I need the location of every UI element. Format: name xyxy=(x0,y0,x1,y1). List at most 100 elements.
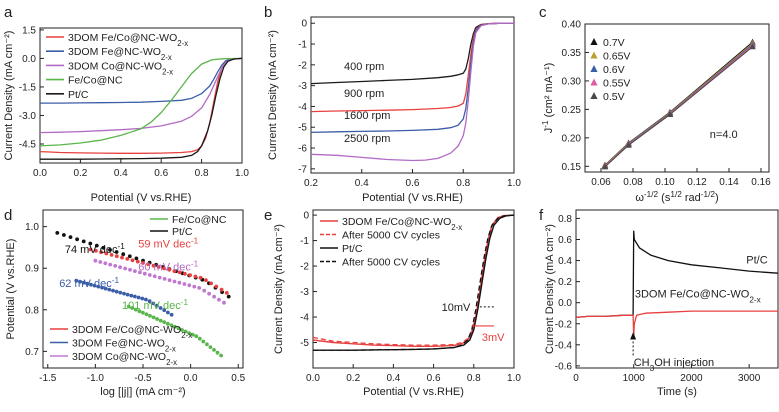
data-point-1 xyxy=(130,258,135,263)
data-point-2 xyxy=(197,286,202,290)
series-line-1 xyxy=(310,22,514,113)
data-point-3 xyxy=(147,299,152,304)
slope-annotation-4-part: -1 xyxy=(181,297,189,306)
data-point xyxy=(749,43,756,50)
y-tick-label: 0.25 xyxy=(562,105,582,116)
x-axis-label-part: -1/2 xyxy=(644,190,659,199)
data-point-3 xyxy=(103,286,108,291)
data-point-4 xyxy=(165,321,170,326)
data-point-3 xyxy=(158,306,163,310)
data-point-3 xyxy=(92,283,97,288)
data-point-1 xyxy=(120,255,124,260)
x-tick-label: 0.0 xyxy=(306,373,320,384)
y-tick-label: -3.0 xyxy=(19,111,37,122)
y-tick-label: -4 xyxy=(298,102,307,113)
data-point-0 xyxy=(75,237,79,242)
data-point-2 xyxy=(207,291,212,296)
x-tick-label: 1000 xyxy=(623,373,646,384)
slope-annotation-4-part: 101 mV dec xyxy=(122,300,181,312)
x-tick-label: 0 xyxy=(573,373,579,384)
x-tick-label: -1.0 xyxy=(87,373,105,384)
x-tick-label: 1.0 xyxy=(507,178,521,189)
legend-marker-1 xyxy=(590,51,598,59)
x-tick-label: 0.12 xyxy=(687,177,707,188)
data-point-2 xyxy=(162,277,167,281)
data-point-4 xyxy=(151,315,156,320)
legend-bottom-0-label-part: 3DOM Fe/Co@NC-WO xyxy=(72,324,181,336)
data-point-4 xyxy=(208,345,213,349)
series-line-1 xyxy=(312,214,515,346)
y-tick-label: 0.6 xyxy=(558,235,572,246)
y-tick-label: -2 xyxy=(298,60,307,71)
slope-annotation-3-part: 62 mV dec xyxy=(59,278,112,290)
data-point-0 xyxy=(88,241,93,246)
x-axis-label-part: 1/2 xyxy=(670,190,682,199)
legend-bottom-2-label: 3DOM Co@NC-WO2-x xyxy=(72,351,177,367)
legend-top-0-label-part: Fe/Co@NC xyxy=(172,214,227,226)
data-point-0 xyxy=(81,239,86,244)
data-point-1 xyxy=(135,259,140,264)
legend-bottom-2-label-part: 3DOM Co@NC-WO xyxy=(72,351,166,363)
y-tick-label: -3 xyxy=(300,287,309,298)
y-tick-label: 1.0 xyxy=(25,222,39,233)
data-point-1 xyxy=(162,266,166,271)
data-point-1 xyxy=(193,274,198,279)
series-line-2 xyxy=(39,57,243,134)
x-tick-label: 0.6 xyxy=(154,168,168,179)
y-tick-label: 0.40 xyxy=(562,20,582,31)
series-line-2 xyxy=(310,22,514,134)
data-point-0 xyxy=(127,254,132,259)
series-line-0 xyxy=(39,57,243,154)
legend-label-0: 0.7V xyxy=(603,37,625,49)
x-tick-label: 0.0 xyxy=(33,168,47,179)
data-point-3 xyxy=(96,284,101,289)
series-line-3 xyxy=(313,214,515,351)
legend-top-1-label-part: Pt/C xyxy=(172,226,193,238)
series-line-0 xyxy=(575,230,779,319)
data-point-1 xyxy=(167,267,172,272)
x-axis-label-part: ω xyxy=(635,192,644,204)
legend-item-0-label-part: 2-x xyxy=(177,39,188,48)
data-point-4 xyxy=(158,318,163,323)
x-tick-label: 0.16 xyxy=(751,177,771,188)
data-point-1 xyxy=(172,269,177,273)
x-tick-label: 1.0 xyxy=(507,373,521,384)
legend-bottom-0-label: 3DOM Fe/Co@NC-WO2-x xyxy=(72,324,192,340)
y-tick-label: -4.5 xyxy=(19,139,37,150)
data-point-3 xyxy=(122,291,126,296)
injection-label-part: OH injection xyxy=(654,357,714,369)
data-point-4 xyxy=(144,312,149,317)
data-point-2 xyxy=(222,300,226,305)
slope-annotation-1-part: 59 mV dec xyxy=(138,238,191,250)
data-point xyxy=(666,111,674,118)
x-tick-label: 0.4 xyxy=(114,168,128,179)
x-tick-label: 0.4 xyxy=(386,373,400,384)
data-point-3 xyxy=(125,292,130,297)
data-point-4 xyxy=(212,348,216,352)
slope-annotation-3-part: -1 xyxy=(112,275,120,284)
x-tick-label: 0.6 xyxy=(406,178,420,189)
catalyst-label-part: 2-x xyxy=(749,295,761,304)
legend-item-1-label-part: 3DOM Fe@NC-WO xyxy=(68,46,161,58)
data-point-4 xyxy=(187,331,192,335)
data-point-3 xyxy=(78,279,82,284)
legend-bottom-1-label-part: 2-x xyxy=(165,344,176,353)
x-axis-label: Potential (V vs.RHE) xyxy=(362,192,463,204)
data-point-4 xyxy=(162,320,167,324)
panel-e: e 0.0 0.2 0.4 0.6 0.8 1.0 0 -1 -2 -3 -4 -5 Current De… xyxy=(264,207,521,398)
x-tick-label: 0.2 xyxy=(346,373,360,384)
series-line-1 xyxy=(575,310,778,339)
y-tick-label: -0.6 xyxy=(555,361,573,372)
legend-item-2-label-part: 3DOM Co@NC-WO xyxy=(68,60,162,72)
data-point-1 xyxy=(214,284,219,289)
y-axis-label-part: J xyxy=(543,128,555,134)
data-point-2 xyxy=(142,271,147,276)
data-point-4 xyxy=(180,328,184,332)
data-point-1 xyxy=(114,254,119,259)
data-point-2 xyxy=(128,267,132,272)
x-axis-label: Potential (V vs.RHE) xyxy=(91,192,192,204)
y-axis-label: Current Density (mA cm⁻²) xyxy=(267,30,279,160)
legend-label-3: 0.55V xyxy=(603,78,630,90)
slope-annotation-1: 59 mV dec-1 xyxy=(138,236,198,251)
legend-item-1-label: 3DOM Fe@NC-WO2-x xyxy=(68,46,172,62)
